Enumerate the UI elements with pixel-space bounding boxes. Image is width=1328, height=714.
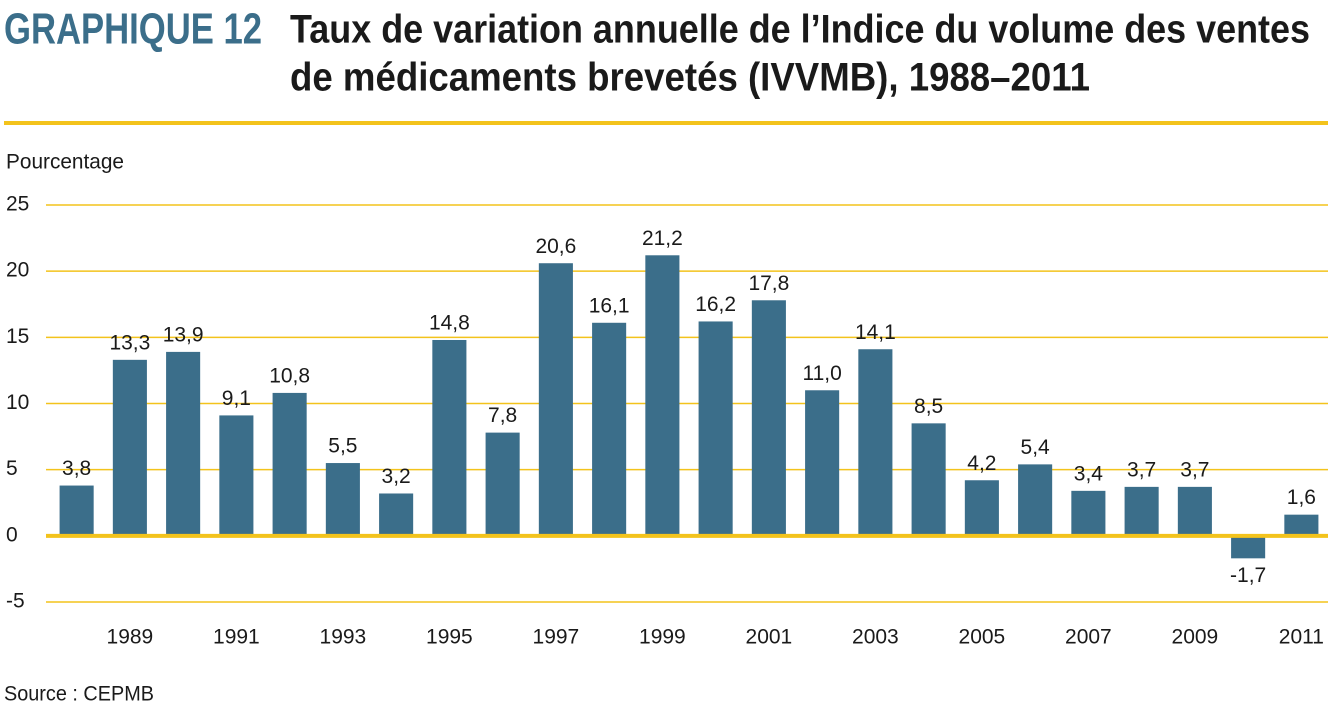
value-label: 10,8 — [269, 364, 310, 387]
bar — [1124, 486, 1159, 536]
x-tick-label: 1989 — [107, 626, 154, 649]
bar — [858, 349, 893, 536]
value-label: 5,5 — [328, 435, 357, 458]
bar — [59, 485, 94, 536]
value-label: 14,1 — [855, 321, 896, 344]
value-label: 1,6 — [1287, 486, 1316, 509]
bar — [1231, 535, 1266, 559]
bar — [485, 432, 520, 536]
bar — [538, 263, 573, 536]
bar — [432, 339, 467, 536]
y-tick-label: -5 — [6, 590, 25, 613]
value-label: 16,2 — [695, 293, 736, 316]
x-tick-label: 1991 — [213, 626, 260, 649]
value-label: 3,4 — [1074, 462, 1104, 485]
value-label: 9,1 — [222, 387, 251, 410]
bar — [1177, 486, 1212, 536]
value-label: 3,7 — [1180, 458, 1209, 481]
value-label: 3,8 — [62, 457, 91, 480]
value-label: 11,0 — [802, 362, 841, 385]
value-label: 5,4 — [1021, 436, 1051, 459]
bar — [645, 255, 680, 536]
bar — [911, 423, 946, 536]
bar — [698, 321, 733, 536]
value-label: 14,8 — [429, 312, 470, 335]
x-tick-label: 1993 — [320, 626, 367, 649]
y-tick-label: 20 — [6, 259, 29, 282]
value-label: 17,8 — [748, 272, 789, 295]
chart-label: GRAPHIQUE 12 — [4, 5, 262, 54]
value-label: 20,6 — [535, 235, 576, 258]
bar — [325, 463, 360, 536]
bar — [112, 359, 147, 536]
x-tick-label: 1995 — [426, 626, 473, 649]
x-tick-label: 2001 — [746, 626, 793, 649]
value-label: 8,5 — [914, 395, 943, 418]
source: Source : CEPMB — [4, 683, 154, 706]
bar — [964, 480, 999, 536]
bar — [219, 415, 254, 536]
y-tick-label: 5 — [6, 457, 18, 480]
chart-title: de médicaments brevetés (IVVMB), 1988–20… — [290, 56, 1090, 100]
x-tick-label: 2009 — [1172, 626, 1219, 649]
chart-title: Taux de variation annuelle de l’Indice d… — [290, 8, 1310, 52]
bar — [751, 300, 786, 536]
x-tick-label: 1997 — [533, 626, 580, 649]
bar — [1071, 490, 1106, 536]
value-label: 7,8 — [488, 404, 517, 427]
bar — [1018, 464, 1053, 536]
y-tick-label: 25 — [6, 193, 29, 216]
value-label: 3,2 — [382, 465, 411, 488]
value-label: 4,2 — [967, 452, 996, 475]
x-tick-label: 2003 — [852, 626, 899, 649]
bar — [379, 493, 414, 536]
y-tick-label: 0 — [6, 523, 18, 546]
value-label: 3,7 — [1127, 458, 1156, 481]
value-label: 13,3 — [109, 331, 150, 354]
value-label: -1,7 — [1230, 564, 1266, 587]
y-axis-label: Pourcentage — [6, 151, 124, 174]
bar — [166, 351, 201, 536]
value-label: 13,9 — [163, 323, 204, 346]
value-label: 21,2 — [642, 227, 683, 250]
x-tick-label: 2005 — [959, 626, 1006, 649]
x-tick-label: 1999 — [639, 626, 686, 649]
bar — [1284, 514, 1319, 536]
bar — [805, 390, 840, 536]
x-tick-label: 2011 — [1279, 626, 1324, 649]
bar — [592, 322, 627, 536]
y-tick-label: 10 — [6, 391, 29, 414]
value-label: 16,1 — [589, 294, 630, 317]
x-tick-label: 2007 — [1065, 626, 1112, 649]
bar — [272, 392, 307, 536]
y-tick-label: 15 — [6, 325, 29, 348]
